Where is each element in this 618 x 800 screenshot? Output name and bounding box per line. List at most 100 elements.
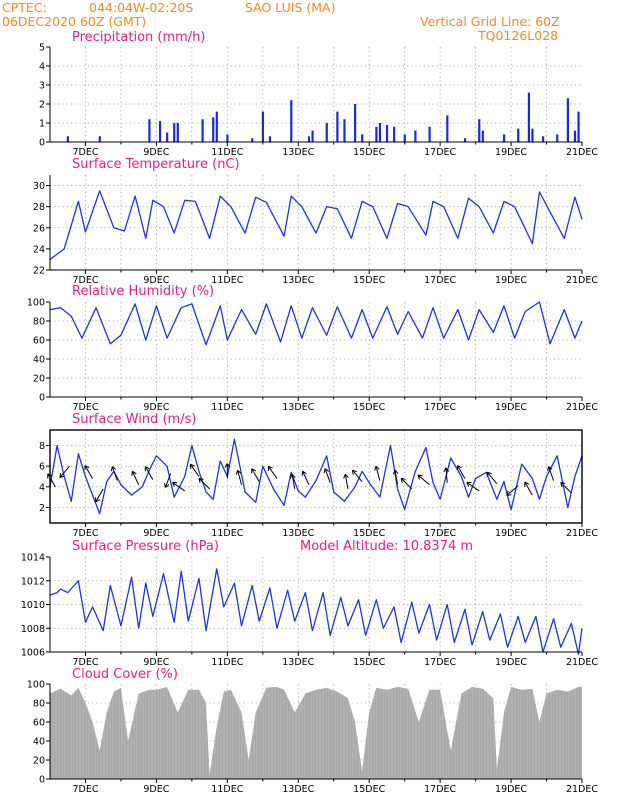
x-tick-label: 17DEC (424, 402, 456, 413)
wind-arrow-shaft (506, 485, 519, 496)
wind-arrow (251, 468, 260, 482)
x-tick-label: 7DEC (72, 784, 98, 795)
x-tick-label: 13DEC (282, 528, 314, 539)
x-tick-label: 15DEC (353, 147, 385, 158)
wind-arrow (374, 465, 381, 481)
precip-bar (354, 104, 357, 142)
precip-bar (336, 111, 339, 142)
wind-arrow-shaft (548, 466, 555, 481)
precip-bar (215, 111, 218, 142)
wind-arrow-shaft (237, 470, 243, 485)
wind-arrow (524, 481, 533, 496)
x-tick-label: 21DEC (566, 147, 598, 158)
y-tick-label: 3 (39, 81, 45, 92)
y-tick-label: 1008 (21, 624, 45, 635)
x-tick-label: 17DEC (424, 784, 456, 795)
x-tick-label: 11DEC (211, 657, 243, 668)
wind-arrow-head (524, 481, 530, 487)
wind-arrow-head (417, 474, 423, 480)
precip-bar (158, 121, 162, 142)
precip-bar (403, 134, 406, 142)
y-tick-label: 0 (39, 393, 45, 404)
precip-bar (566, 98, 570, 142)
wind-arrow (289, 473, 296, 489)
wind-panel-title: Surface Wind (m/s) (72, 412, 196, 427)
y-tick-label: 28 (33, 202, 45, 213)
wind-arrow-shaft (111, 466, 118, 481)
precip-bar (226, 134, 229, 142)
x-tick-label: 21DEC (566, 784, 598, 795)
wind-arrow-shaft (400, 477, 413, 490)
y-tick-label: 5 (39, 43, 45, 54)
precip-bar (176, 123, 179, 142)
wind-arrow-head (323, 468, 329, 474)
precip-bar (577, 111, 580, 142)
wind-arrow (59, 465, 70, 479)
wind-arrow (323, 468, 331, 483)
x-tick-label: 19DEC (495, 784, 527, 795)
wind-arrow-shaft (394, 469, 399, 485)
precip-bar (502, 134, 506, 142)
precip-bar (481, 130, 484, 142)
wind-arrow-shaft (251, 468, 260, 482)
wind-arrow (47, 473, 56, 488)
x-tick-label: 17DEC (424, 528, 456, 539)
precip-bar (393, 126, 396, 142)
wind-arrow (392, 469, 399, 485)
wind-arrow (198, 477, 210, 490)
wind-arrow-shaft (47, 473, 56, 488)
wind-arrow-head (301, 470, 307, 476)
precip-bar (66, 136, 69, 142)
x-tick-label: 9DEC (143, 402, 169, 413)
precip-bar (573, 130, 577, 142)
pressure-panel-title: Surface Pressure (hPa) (72, 539, 219, 554)
wind-arrow-shaft (486, 471, 498, 485)
precip-bar (307, 136, 311, 142)
wind-arrow (486, 471, 498, 485)
x-tick-label: 13DEC (282, 147, 314, 158)
rh-panel-title: Relative Humidity (%) (72, 284, 214, 299)
wind-arrow-shaft (164, 473, 172, 488)
x-tick-label: 11DEC (211, 147, 243, 158)
wind-arrow (560, 481, 572, 494)
y-tick-label: 4 (39, 62, 45, 73)
wind-arrow-head (547, 466, 553, 472)
wind-arrow-shaft (524, 481, 533, 496)
wind-arrow-head (506, 490, 512, 496)
panel-rh: 0 20 40 60 80 100 7DEC 9DEC 11DEC 13DEC 15DEC 17DEC… (27, 284, 599, 413)
wind-arrow-head (374, 465, 380, 471)
header-location-coords: 044:04W-02:20S (89, 0, 194, 15)
x-tick-label: 19DEC (495, 528, 527, 539)
x-tick-label: 13DEC (282, 784, 314, 795)
x-tick-label: 7DEC (72, 147, 98, 158)
x-tick-label: 9DEC (143, 275, 169, 286)
wind-arrow-head (172, 481, 178, 487)
x-tick-label: 19DEC (495, 147, 527, 158)
y-tick-label: 6 (39, 462, 45, 473)
y-tick-label: 1012 (21, 576, 45, 587)
wind-arrow-shaft (457, 465, 466, 479)
y-tick-label: 40 (33, 355, 45, 366)
y-tick-label: 20 (33, 756, 45, 767)
x-tick-label: 21DEC (566, 275, 598, 286)
y-tick-label: 26 (33, 223, 45, 234)
wind-arrow (235, 469, 243, 485)
wind-arrow (189, 463, 200, 477)
x-tick-label: 7DEC (72, 657, 98, 668)
x-tick-label: 17DEC (424, 657, 456, 668)
wind-arrow-shaft (144, 466, 154, 480)
wind-arrow-head (267, 465, 273, 471)
panel-cloud: 0 20 40 60 80 100 7DEC 9DEC 11DEC 13DEC 15DEC 17DEC… (27, 667, 599, 795)
y-tick-label: 80 (33, 699, 45, 710)
wind-arrow-shaft (172, 481, 186, 492)
x-tick-label: 21DEC (566, 657, 598, 668)
precip-bar (343, 119, 346, 142)
wind-arrow (95, 488, 104, 503)
wind-arrow (224, 463, 231, 479)
wind-arrow (84, 465, 93, 479)
wind-arrow-head (164, 482, 170, 488)
wind-arrow-shaft (95, 488, 104, 503)
y-tick-label: 20 (33, 374, 45, 385)
wind-arrow-head (110, 466, 117, 472)
